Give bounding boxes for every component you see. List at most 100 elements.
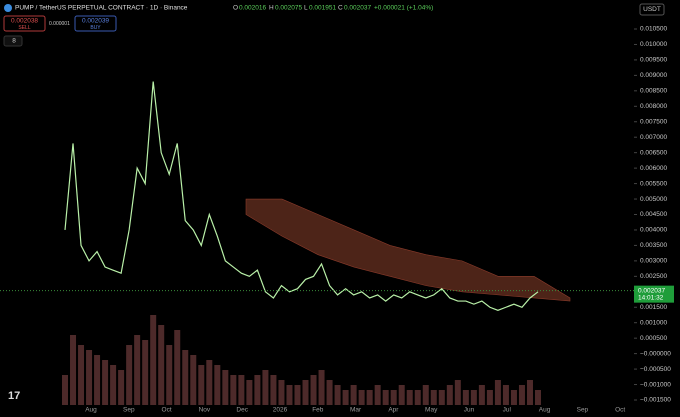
sell-label: SELL — [18, 25, 30, 31]
x-tick-label: May — [425, 407, 438, 414]
currency: USDT — [643, 6, 661, 13]
spread: 0.000001 — [49, 21, 70, 27]
x-tick-label: Aug — [85, 407, 97, 414]
y-tick-label: 0.004500 — [640, 211, 667, 218]
volume-bar — [246, 380, 253, 405]
volume-bar — [438, 390, 445, 405]
volume-bar — [446, 385, 453, 405]
volume-bar — [166, 345, 173, 405]
y-tick-label: 0.009000 — [640, 72, 667, 79]
volume-bar — [398, 385, 405, 405]
volume-bar — [102, 360, 109, 405]
volume-bar — [302, 380, 309, 405]
y-tick-label: 0.008000 — [640, 103, 667, 110]
volume-bar — [422, 385, 429, 405]
volume-bar — [134, 335, 141, 405]
volume-bar — [214, 365, 221, 405]
volume-bar — [310, 375, 317, 405]
last-price-tag — [634, 285, 674, 303]
volume-bar — [78, 345, 85, 405]
sell-price: 0.002038 — [11, 18, 38, 25]
volume-bar — [390, 390, 397, 405]
volume-bar — [230, 375, 237, 405]
volume-bar — [182, 350, 189, 405]
x-tick-label: 2026 — [273, 407, 288, 414]
volume-bar — [126, 345, 133, 405]
x-tick-label: Jun — [464, 407, 475, 414]
y-tick-label: 0.008500 — [640, 88, 667, 95]
x-tick-label: Oct — [615, 407, 625, 414]
y-tick-label: 0.001000 — [640, 319, 667, 326]
o-label: O — [233, 5, 238, 12]
y-tick-label: 0.007000 — [640, 134, 667, 141]
volume-bar — [462, 390, 469, 405]
sell-button[interactable] — [3, 15, 46, 32]
h: 0.002075 — [275, 5, 302, 12]
y-tick-label: 0.010500 — [640, 26, 667, 33]
buy-price: 0.002039 — [82, 18, 109, 25]
c: 0.002037 — [344, 5, 371, 12]
volume-bar — [142, 340, 149, 405]
volume-bar — [174, 330, 181, 405]
volume-bar — [110, 365, 117, 405]
volume-bar — [118, 370, 125, 405]
h-label: H — [269, 5, 274, 12]
indicators-count: 8 — [12, 38, 16, 45]
volume-bar — [454, 380, 461, 405]
last-price-label: 0.002037 — [638, 287, 665, 294]
volume-bar — [206, 360, 213, 405]
volume-bar — [382, 390, 389, 405]
y-tick-label: 0.004000 — [640, 227, 667, 234]
buy-label: BUY — [90, 25, 101, 31]
volume-bar — [94, 355, 101, 405]
tv-logo: 17 — [8, 390, 20, 402]
volume-bar — [470, 390, 477, 405]
volume-bar — [502, 385, 509, 405]
volume-bar — [518, 385, 525, 405]
y-tick-label: −0.001000 — [640, 381, 671, 388]
volume-bar — [86, 350, 93, 405]
x-tick-label: Feb — [312, 407, 324, 414]
volume-bar — [238, 375, 245, 405]
y-tick-label: 0.007500 — [640, 118, 667, 125]
volume-bar — [222, 370, 229, 405]
x-tick-label: Sep — [577, 407, 589, 414]
volume-bar — [198, 365, 205, 405]
x-tick-label: Apr — [388, 407, 399, 414]
l-label: L — [304, 5, 308, 12]
x-tick-label: Jul — [503, 407, 512, 414]
volume-bar — [535, 390, 541, 405]
y-tick-label: 0.006500 — [640, 149, 667, 156]
y-tick-label: 0.010000 — [640, 41, 667, 48]
volume-bar — [366, 390, 373, 405]
symbol-icon — [4, 4, 12, 12]
volume-bar — [406, 390, 413, 405]
y-tick-label: 0.002500 — [640, 273, 667, 280]
volume-bar — [478, 385, 485, 405]
y-tick-label: 0.000500 — [640, 335, 667, 342]
currency-button[interactable] — [639, 3, 665, 16]
y-tick-label: 0.006000 — [640, 165, 667, 172]
ichimoku-cloud — [245, 198, 571, 302]
volume-bar — [342, 390, 349, 405]
y-tick-label: 0.003500 — [640, 242, 667, 249]
y-tick-label: 0.005000 — [640, 196, 667, 203]
volume-bar — [326, 380, 333, 405]
buy-button[interactable] — [74, 15, 117, 32]
volume-bar — [350, 385, 357, 405]
y-tick-label: −0.000000 — [640, 350, 671, 357]
volume-bar — [358, 390, 365, 405]
l: 0.001951 — [309, 5, 336, 12]
x-tick-label: Nov — [199, 407, 211, 414]
x-tick-label: Mar — [350, 407, 362, 414]
volume-bar — [414, 390, 421, 405]
indicators-toggle[interactable] — [3, 35, 23, 47]
y-tick-label: −0.000500 — [640, 366, 671, 373]
volume-bar — [62, 375, 68, 405]
volume-bar — [262, 370, 269, 405]
x-tick-label: Dec — [236, 407, 248, 414]
volume-bar — [494, 380, 501, 405]
volume-bar — [374, 385, 381, 405]
volume-bar — [190, 355, 197, 405]
